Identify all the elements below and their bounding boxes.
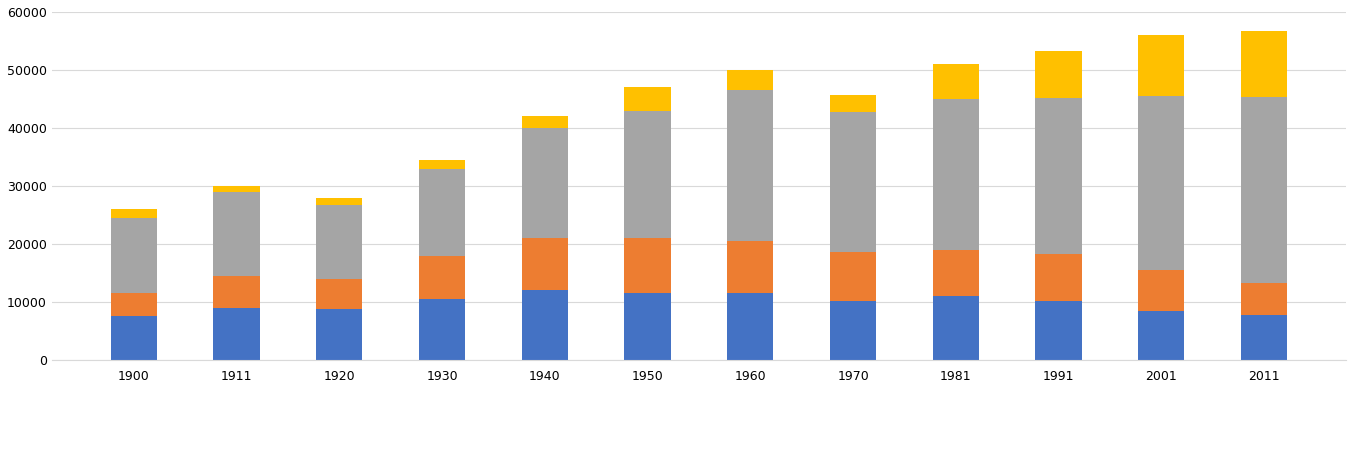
- Bar: [317, 198, 363, 205]
- Bar: [317, 309, 363, 360]
- Bar: [829, 112, 877, 252]
- Bar: [317, 205, 363, 279]
- Bar: [932, 250, 980, 296]
- Bar: [111, 293, 157, 316]
- Bar: [727, 241, 774, 293]
- Bar: [111, 218, 157, 293]
- Bar: [1241, 31, 1287, 97]
- Bar: [1241, 97, 1287, 283]
- Bar: [522, 238, 568, 290]
- Bar: [522, 290, 568, 360]
- Bar: [932, 296, 980, 360]
- Bar: [1035, 254, 1081, 301]
- Bar: [419, 256, 465, 299]
- Bar: [625, 238, 671, 293]
- Bar: [932, 64, 980, 99]
- Bar: [1241, 283, 1287, 315]
- Bar: [1035, 98, 1081, 254]
- Bar: [111, 316, 157, 360]
- Bar: [419, 169, 465, 256]
- Bar: [522, 128, 568, 238]
- Bar: [727, 293, 774, 360]
- Bar: [214, 308, 260, 360]
- Bar: [1138, 310, 1184, 360]
- Bar: [214, 186, 260, 192]
- Bar: [1035, 301, 1081, 360]
- Bar: [214, 276, 260, 308]
- Bar: [727, 70, 774, 90]
- Bar: [1241, 315, 1287, 360]
- Bar: [1138, 35, 1184, 96]
- Bar: [932, 99, 980, 250]
- Bar: [727, 90, 774, 241]
- Bar: [829, 252, 877, 301]
- Bar: [111, 209, 157, 218]
- Bar: [829, 301, 877, 360]
- Bar: [419, 299, 465, 360]
- Bar: [1138, 270, 1184, 310]
- Bar: [317, 279, 363, 309]
- Bar: [214, 192, 260, 276]
- Bar: [419, 160, 465, 169]
- Bar: [625, 111, 671, 238]
- Bar: [1035, 51, 1081, 98]
- Bar: [522, 117, 568, 128]
- Bar: [829, 95, 877, 112]
- Bar: [1138, 96, 1184, 270]
- Bar: [625, 293, 671, 360]
- Bar: [625, 87, 671, 111]
